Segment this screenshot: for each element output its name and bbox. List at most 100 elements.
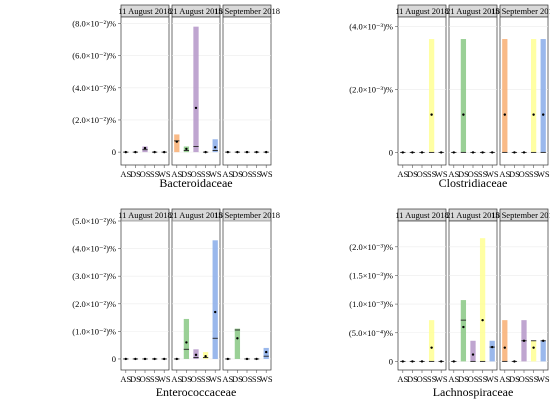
chart-panel-clostridiaceae: (4.0×10⁻³)%(2.0×10⁻³)%011 August 2018ASD… (349, 4, 550, 190)
mean-point-as (401, 360, 404, 363)
x-tick-label: DS (407, 169, 418, 179)
x-tick-label: WS (537, 169, 550, 179)
x-tick-label: DS (232, 169, 243, 179)
x-tick-label: WS (486, 374, 499, 384)
x-tick-label: AS (397, 374, 408, 384)
mean-point-ws (542, 113, 545, 116)
y-tick-label: 0 (112, 354, 116, 364)
mean-point-as (124, 357, 128, 361)
range-bar-ds (234, 328, 241, 359)
facet-strip-label: 15 September 2018 (214, 6, 280, 16)
mean-point-ds (462, 113, 465, 116)
x-tick-label: DS (509, 169, 520, 179)
y-tick-label: (3.0×10⁻²)% (72, 271, 116, 281)
mean-point-ds (236, 150, 239, 154)
x-tick-label: AS (120, 374, 131, 384)
x-tick-label: DS (509, 374, 520, 384)
y-tick-label: (2.0×10⁻²)% (72, 299, 116, 309)
x-tick-label: AS (222, 169, 233, 179)
y-tick-label: (5.0×10⁻⁴)% (349, 328, 393, 338)
y-tick-label: (4.0×10⁻²)% (72, 83, 116, 93)
x-tick-label: WS (537, 374, 550, 384)
facet-strip-label: 21 August 2018 (446, 210, 500, 220)
mean-point-os (522, 151, 526, 154)
x-tick-label: SS (427, 169, 437, 179)
x-tick-label: OS (468, 374, 479, 384)
x-tick-label: OS (417, 169, 428, 179)
x-tick-label: WS (158, 374, 171, 384)
facet-strip-label: 11 August 2018 (395, 210, 449, 220)
mean-point-ss (204, 355, 207, 358)
y-tick-label: (2.0×10⁻³)% (349, 242, 393, 252)
mean-point-ws (265, 150, 268, 154)
mean-point-ds (134, 150, 137, 154)
range-bar-ws (489, 340, 495, 362)
mean-point-ws (163, 357, 166, 361)
range-bar-ws (540, 340, 546, 362)
x-tick-label: AS (499, 169, 510, 179)
mean-point-ss (430, 346, 433, 349)
mean-point-ws (491, 151, 494, 154)
range-bar-ws (212, 240, 218, 359)
mean-point-as (226, 357, 229, 361)
x-tick-label: OS (242, 169, 253, 179)
y-tick-label: (1.0×10⁻³)% (349, 299, 393, 309)
range-bar-os (470, 340, 476, 362)
facet-strip-label: 11 August 2018 (395, 6, 449, 16)
facet-plot-area (120, 220, 170, 371)
facet-strip-label: 15 September 2018 (491, 6, 550, 16)
x-tick-label: AS (171, 169, 182, 179)
mean-point-ss (255, 357, 258, 361)
mean-point-ds (411, 360, 414, 363)
chart-panel-enterococcaceae: (5.0×10⁻²)% (4.0×10⁻²)% (3.0×10⁻²)% (2.0×10… (72, 208, 280, 399)
mean-point-ss (255, 150, 258, 154)
mean-point-os (471, 151, 475, 154)
range-bar-ws (540, 39, 546, 153)
y-tick-label: (1.5×10⁻³)% (349, 270, 393, 280)
range-bar-ss (530, 39, 537, 153)
mean-point-ws (542, 339, 545, 342)
facet-strip-label: 11 August 2018 (118, 210, 172, 220)
y-tick-label: (2.0×10⁻²)% (72, 115, 116, 125)
facet-plot-area (397, 220, 447, 371)
mean-point-ds (462, 325, 465, 329)
x-tick-label: SS (150, 169, 160, 179)
mean-point-ws (491, 345, 494, 349)
x-tick-label: OS (519, 374, 530, 384)
y-tick-label: (1.0×10⁻²)% (72, 326, 116, 336)
x-tick-label: OS (417, 374, 428, 384)
mean-point-ds (185, 341, 188, 344)
x-tick-label: SS (201, 169, 211, 179)
x-tick-label: OS (468, 169, 479, 179)
x-tick-label: OS (140, 374, 151, 384)
range-bar-ss (479, 238, 486, 362)
x-tick-label: SS (150, 374, 160, 384)
y-tick-label: (2.0×10⁻³)% (349, 84, 393, 94)
x-tick-label: DS (458, 374, 469, 384)
mean-point-as (226, 150, 229, 154)
y-tick-label: (8.0×10⁻²)% (72, 18, 116, 28)
facet-plot-area (397, 16, 447, 166)
range-bar-ss (428, 320, 435, 362)
x-tick-label: OS (242, 374, 253, 384)
mean-point-ss (430, 113, 433, 116)
x-tick-label: WS (435, 169, 448, 179)
mean-point-ss (481, 318, 484, 322)
y-tick-label: 0 (112, 147, 116, 157)
range-bar-ws (212, 139, 218, 153)
range-bar-ss (428, 39, 435, 153)
facet-plot-area (499, 16, 549, 166)
mean-point-ss (204, 150, 207, 154)
x-tick-label: AS (171, 374, 182, 384)
mean-point-as (175, 357, 178, 361)
facet-strip-label: 11 August 2018 (118, 6, 172, 16)
x-tick-label: SS (427, 374, 437, 384)
mean-point-ds (513, 360, 516, 363)
mean-point-as (503, 346, 506, 349)
mean-point-ds (411, 151, 414, 154)
